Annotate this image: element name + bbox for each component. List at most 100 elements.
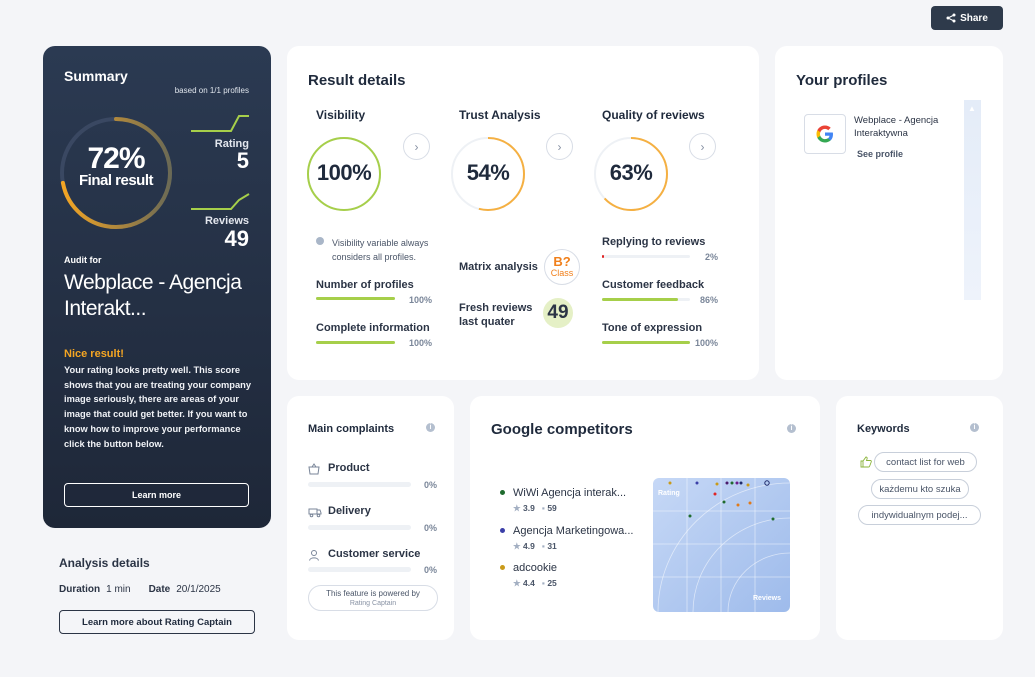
competitors-scatter-plot: Rating Reviews xyxy=(653,478,790,612)
audit-for-label: Audit for xyxy=(64,255,102,265)
share-icon xyxy=(946,13,956,23)
duration-label: Duration xyxy=(59,584,101,595)
comment-icon: ▪ xyxy=(541,541,545,551)
competitor-stats: ★ 4.4 ▪ 25 xyxy=(513,578,557,589)
keyword-chip[interactable]: contact list for web xyxy=(874,452,977,472)
plot-point xyxy=(739,481,743,485)
plot-point xyxy=(748,501,752,505)
result-description: Your rating looks pretty well. This scor… xyxy=(64,365,252,449)
matrix-analysis-label: Matrix analysis xyxy=(459,261,538,273)
customer-feedback-label: Customer feedback xyxy=(602,279,705,291)
see-profile-link[interactable]: See profile xyxy=(857,149,904,159)
complete-information-bar xyxy=(316,341,395,344)
summary-card: Summary based on 1/1 profiles 72% Final … xyxy=(43,46,271,528)
powered-by-brand: Rating Captain xyxy=(349,600,397,607)
trust-analysis-title: Trust Analysis xyxy=(459,108,541,122)
competitor-name: Agencja Marketingowa... xyxy=(513,525,634,537)
profiles-scrollbar[interactable] xyxy=(964,100,981,300)
result-details-card: Result details Visibility 100% › Visibil… xyxy=(287,46,759,380)
star-icon: ★ xyxy=(513,503,521,513)
complaint-delivery-label: Delivery xyxy=(328,505,371,517)
final-score-ring xyxy=(60,117,172,229)
tone-of-expression-bar xyxy=(602,341,690,344)
complaint-delivery-bar xyxy=(308,525,411,530)
tone-of-expression-label: Tone of expression xyxy=(602,322,703,334)
trust-value: 54% xyxy=(466,160,510,185)
info-icon[interactable]: i xyxy=(970,423,979,432)
plot-point xyxy=(746,483,750,487)
quality-of-reviews-title: Quality of reviews xyxy=(602,108,705,122)
visibility-next-button[interactable]: › xyxy=(403,133,430,160)
nice-result-label: Nice result! xyxy=(64,348,124,360)
main-complaints-card: Main complaints i Product 0% Delivery 0%… xyxy=(287,396,454,640)
google-competitors-title: Google competitors xyxy=(491,421,633,438)
google-competitors-card: Google competitors i WiWi Agencja intera… xyxy=(470,396,820,640)
info-icon[interactable]: i xyxy=(426,423,435,432)
scatter-plot-svg: Rating Reviews xyxy=(653,478,790,612)
complete-information-label: Complete information xyxy=(316,322,430,334)
plot-point xyxy=(715,482,719,486)
customer-feedback-value: 86% xyxy=(699,295,718,305)
number-of-profiles-value: 100% xyxy=(408,295,432,305)
competitor-reviews: 31 xyxy=(547,541,557,551)
comment-icon: ▪ xyxy=(541,578,545,588)
result-details-title: Result details xyxy=(308,72,406,89)
powered-by-badge: This feature is powered by Rating Captai… xyxy=(308,585,438,611)
final-score-value: 72% xyxy=(87,142,145,175)
based-on-label: based on 1/1 profiles xyxy=(174,86,249,95)
plot-point xyxy=(735,481,739,485)
quality-gauge xyxy=(594,137,668,211)
visibility-note: Visibility variable always considers all… xyxy=(316,236,446,264)
chevron-right-icon: › xyxy=(557,139,562,154)
complete-information-value: 100% xyxy=(408,338,432,348)
info-icon xyxy=(316,237,324,245)
matrix-class-label: Class xyxy=(550,268,574,278)
comment-icon: ▪ xyxy=(541,503,545,513)
plot-point xyxy=(722,500,726,504)
plot-point xyxy=(688,514,692,518)
competitor-rating: 3.9 xyxy=(523,503,535,513)
competitor-rating: 4.4 xyxy=(523,578,535,588)
chevron-right-icon: › xyxy=(414,139,419,154)
competitor-name: adcookie xyxy=(513,562,558,574)
profile-name: Webplace - Agencja Interaktywna xyxy=(854,115,939,139)
powered-by-text: This feature is powered by xyxy=(326,589,420,598)
info-icon[interactable]: i xyxy=(787,424,796,433)
rating-sparkline xyxy=(191,115,249,132)
basket-icon xyxy=(308,463,320,475)
learn-more-button[interactable]: Learn more xyxy=(64,483,249,507)
competitor-dot xyxy=(500,565,505,570)
plot-point xyxy=(771,517,775,521)
replying-label: Replying to reviews xyxy=(602,236,706,248)
duration-value: 1 min xyxy=(106,584,131,595)
competitor-reviews: 25 xyxy=(547,578,557,588)
rating-label: Rating xyxy=(214,138,249,150)
quality-next-button[interactable]: › xyxy=(689,133,716,160)
plot-point xyxy=(713,492,717,496)
keywords-title: Keywords xyxy=(857,423,910,435)
plot-point xyxy=(736,503,740,507)
competitor-stats: ★ 3.9 ▪ 59 xyxy=(513,503,557,514)
star-icon: ★ xyxy=(513,578,521,588)
google-icon xyxy=(804,114,846,154)
plot-x-label: Reviews xyxy=(753,595,781,602)
complaint-delivery-value: 0% xyxy=(423,523,437,533)
person-icon xyxy=(308,549,320,561)
complaint-customer-service-value: 0% xyxy=(423,565,437,575)
keyword-chip[interactable]: indywidualnym podej... xyxy=(858,505,981,525)
competitor-rating: 4.9 xyxy=(523,541,535,551)
complaint-customer-service-bar xyxy=(308,567,411,572)
complaint-customer-service-label: Customer service xyxy=(328,548,421,560)
replying-value: 2% xyxy=(704,252,718,262)
trust-gauge xyxy=(451,137,525,211)
plot-point xyxy=(668,481,672,485)
share-button[interactable]: Share xyxy=(931,6,1003,30)
trust-next-button[interactable]: › xyxy=(546,133,573,160)
learn-more-rating-captain-button[interactable]: Learn more about Rating Captain xyxy=(59,610,255,634)
number-of-profiles-bar xyxy=(316,297,395,300)
keyword-chip[interactable]: każdemu kto szuka xyxy=(871,479,969,499)
replying-bar xyxy=(602,255,690,258)
scroll-up-icon[interactable]: ▲ xyxy=(968,104,976,113)
star-icon: ★ xyxy=(513,541,521,551)
complaint-product-label: Product xyxy=(328,462,370,474)
